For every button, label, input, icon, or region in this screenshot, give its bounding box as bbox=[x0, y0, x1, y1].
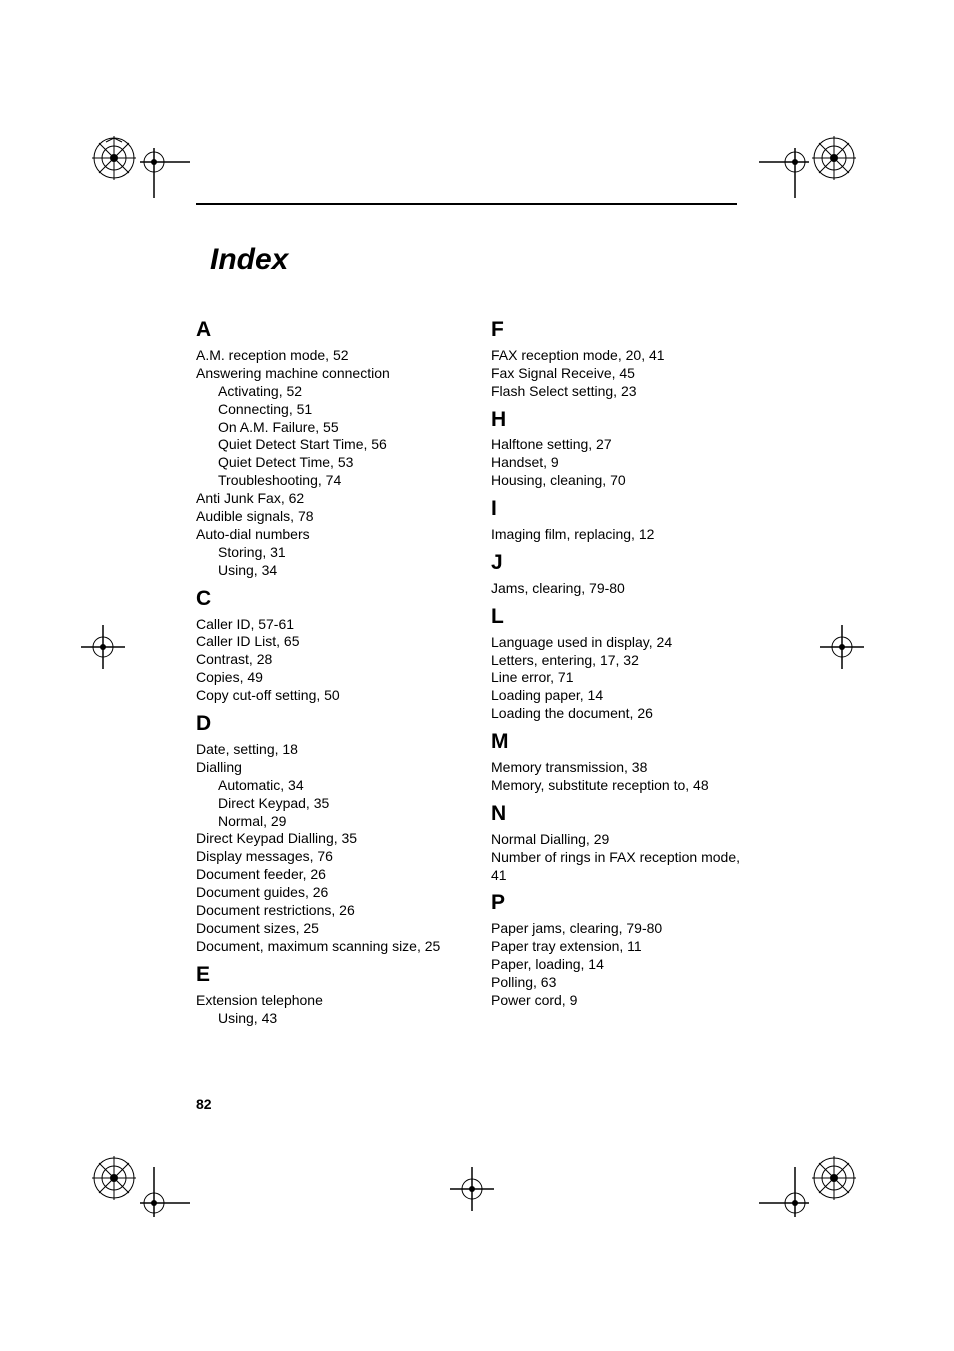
index-entry: Document, maximum scanning size, 25 bbox=[196, 938, 461, 956]
index-entry: Copy cut-off setting, 50 bbox=[196, 687, 461, 705]
index-left-column: A A.M. reception mode, 52Answering machin… bbox=[196, 317, 461, 1028]
index-entry: Memory, substitute reception to, 48 bbox=[491, 777, 756, 795]
index-entry: Troubleshooting, 74 bbox=[218, 472, 461, 490]
index-entry: Loading paper, 14 bbox=[491, 687, 756, 705]
index-entry: Quiet Detect Start Time, 56 bbox=[218, 436, 461, 454]
index-entry: Number of rings in FAX reception mode, 4… bbox=[491, 849, 756, 885]
index-letter-heading: A bbox=[196, 317, 461, 344]
page-number: 82 bbox=[196, 1096, 212, 1112]
index-letter-heading: C bbox=[196, 586, 461, 613]
index-entry: Memory transmission, 38 bbox=[491, 759, 756, 777]
index-entry: Contrast, 28 bbox=[196, 651, 461, 669]
index-entry: Imaging film, replacing, 12 bbox=[491, 526, 756, 544]
index-letter-heading: P bbox=[491, 890, 756, 917]
index-entry: Power cord, 9 bbox=[491, 992, 756, 1010]
index-entry: Letters, entering, 17, 32 bbox=[491, 652, 756, 670]
registration-mark-big-icon bbox=[812, 1156, 856, 1200]
index-letter-heading: N bbox=[491, 801, 756, 828]
index-letter-heading: H bbox=[491, 407, 756, 434]
index-entry: Copies, 49 bbox=[196, 669, 461, 687]
index-entry: Caller ID List, 65 bbox=[196, 633, 461, 651]
registration-mark-small-icon bbox=[759, 1167, 809, 1217]
index-entry: Display messages, 76 bbox=[196, 848, 461, 866]
index-entry: Activating, 52 bbox=[218, 383, 461, 401]
index-entry: Polling, 63 bbox=[491, 974, 756, 992]
index-entry: Auto-dial numbers bbox=[196, 526, 461, 544]
registration-mark-small-icon bbox=[820, 625, 870, 675]
index-entry: Paper jams, clearing, 79-80 bbox=[491, 920, 756, 938]
registration-mark-small-icon bbox=[81, 625, 131, 675]
index-entry: Answering machine connection bbox=[196, 365, 461, 383]
index-entry: Direct Keypad Dialling, 35 bbox=[196, 830, 461, 848]
index-right-column: F FAX reception mode, 20, 41Fax Signal Re… bbox=[491, 317, 756, 1028]
index-letter-heading: D bbox=[196, 711, 461, 738]
index-entry: Connecting, 51 bbox=[218, 401, 461, 419]
registration-mark-big-icon bbox=[92, 136, 136, 180]
index-letter-heading: J bbox=[491, 550, 756, 577]
index-entry: Paper tray extension, 11 bbox=[491, 938, 756, 956]
index-entry: Anti Junk Fax, 62 bbox=[196, 490, 461, 508]
index-entry: Language used in display, 24 bbox=[491, 634, 756, 652]
index-entry: Loading the document, 26 bbox=[491, 705, 756, 723]
index-entry: FAX reception mode, 20, 41 bbox=[491, 347, 756, 365]
registration-mark-small-icon bbox=[140, 1167, 190, 1217]
index-entry: Document feeder, 26 bbox=[196, 866, 461, 884]
page-container: Index A A.M. reception mode, 52Answering … bbox=[0, 0, 954, 1351]
index-entry: Normal, 29 bbox=[218, 813, 461, 831]
index-entry: Direct Keypad, 35 bbox=[218, 795, 461, 813]
index-entry: Normal Dialling, 29 bbox=[491, 831, 756, 849]
index-entry: Housing, cleaning, 70 bbox=[491, 472, 756, 490]
index-columns: A A.M. reception mode, 52Answering machin… bbox=[196, 317, 756, 1028]
index-entry: Flash Select setting, 23 bbox=[491, 383, 756, 401]
index-entry: Halftone setting, 27 bbox=[491, 436, 756, 454]
index-entry: Document sizes, 25 bbox=[196, 920, 461, 938]
index-letter-heading: M bbox=[491, 729, 756, 756]
index-letter-heading: I bbox=[491, 496, 756, 523]
registration-mark-small-icon bbox=[759, 148, 809, 198]
index-entry: Line error, 71 bbox=[491, 669, 756, 687]
index-entry: Paper, loading, 14 bbox=[491, 956, 756, 974]
index-entry: On A.M. Failure, 55 bbox=[218, 419, 461, 437]
index-entry: Jams, clearing, 79-80 bbox=[491, 580, 756, 598]
index-entry: Date, setting, 18 bbox=[196, 741, 461, 759]
registration-mark-small-icon bbox=[140, 148, 190, 198]
index-entry: Dialling bbox=[196, 759, 461, 777]
page-title: Index bbox=[210, 243, 288, 277]
index-entry: Audible signals, 78 bbox=[196, 508, 461, 526]
index-letter-heading: L bbox=[491, 604, 756, 631]
index-entry: Fax Signal Receive, 45 bbox=[491, 365, 756, 383]
index-letter-heading: F bbox=[491, 317, 756, 344]
index-letter-heading: E bbox=[196, 962, 461, 989]
index-entry: Caller ID, 57-61 bbox=[196, 616, 461, 634]
registration-mark-small-icon bbox=[450, 1167, 500, 1217]
index-entry: Document restrictions, 26 bbox=[196, 902, 461, 920]
registration-mark-big-icon bbox=[812, 136, 856, 180]
index-entry: Using, 34 bbox=[218, 562, 461, 580]
index-entry: A.M. reception mode, 52 bbox=[196, 347, 461, 365]
index-entry: Document guides, 26 bbox=[196, 884, 461, 902]
horizontal-rule bbox=[196, 203, 737, 205]
index-entry: Using, 43 bbox=[218, 1010, 461, 1028]
index-entry: Handset, 9 bbox=[491, 454, 756, 472]
index-entry: Automatic, 34 bbox=[218, 777, 461, 795]
index-entry: Quiet Detect Time, 53 bbox=[218, 454, 461, 472]
index-entry: Storing, 31 bbox=[218, 544, 461, 562]
index-entry: Extension telephone bbox=[196, 992, 461, 1010]
registration-mark-big-icon bbox=[92, 1156, 136, 1200]
